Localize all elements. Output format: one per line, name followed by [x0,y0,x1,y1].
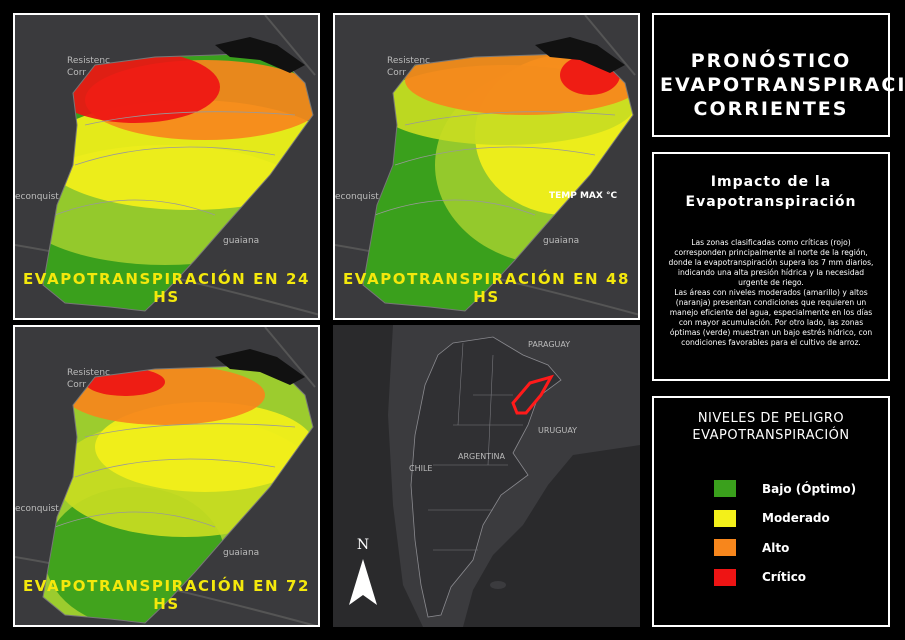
paraguay-river [215,37,305,73]
impact-paragraph: Las zonas clasificadas como críticas (ro… [668,238,874,287]
map-panel: Resistenc Corr econquist guaiana EVAPOTRANSP… [13,13,320,320]
place-label: Resistenc [67,368,110,378]
impact-paragraph: Las áreas con niveles moderados (amarill… [669,288,873,347]
legend-swatch [714,480,736,498]
title: PRONÓSTICO EVAPOTRANSPIRACIÓN CORRIENTES [652,13,905,137]
place-label: Corr [67,380,86,390]
legend-label: Moderado [762,511,830,526]
contours [54,111,296,216]
legend-swatch [714,539,736,557]
place-label: econquist [335,192,379,202]
place-label: econquist [15,192,59,202]
legend-item: Alto [654,533,888,563]
legend-items: Bajo (Óptimo) Moderado Alto Crítico [654,474,888,592]
legend-label: Alto [762,540,790,555]
place-label: guaiana [223,236,259,246]
impact-heading: Impacto de la Evapotranspiración [685,174,857,210]
place-label: Resistenc [387,56,430,66]
locator-svg: PARAGUAY URUGUAY ARGENTINA CHILE N [349,325,640,627]
locator-map: PARAGUAY URUGUAY ARGENTINA CHILE N [333,325,640,627]
legend-item: Bajo (Óptimo) [654,474,888,504]
legend-swatch [714,568,736,586]
contours [54,423,296,528]
place-label: Corr [387,68,406,78]
place-label: econquist [15,504,59,514]
impact-box: Impacto de la Evapotranspiración Las zon… [652,152,890,381]
paraguay-river [535,37,625,73]
country-label: CHILE [409,464,432,473]
country-label: URUGUAY [538,426,577,435]
country-label: PARAGUAY [528,340,570,349]
annotation: TEMP MAX °C [549,191,617,201]
corrientes-outline [511,374,555,415]
north-label: N [357,537,369,553]
legend-label: Bajo (Óptimo) [762,481,857,496]
panel-map: ResistencCorreconquistguaianaRivera [15,327,317,625]
place-label: Resistenc [67,56,110,66]
zone [50,53,220,123]
panel-caption: EVAPOTRANSPIRACIÓN EN 24 HS [22,270,311,306]
argentina [410,336,562,618]
place-label: guaiana [223,548,259,558]
panel-caption: EVAPOTRANSPIRACIÓN EN 72 HS [22,577,311,613]
contours [374,111,616,216]
legend: NIVELES DE PELIGRO EVAPOTRANSPIRACIÓN Ba… [652,396,890,627]
legend-title: NIVELES DE PELIGRO EVAPOTRANSPIRACIÓN [692,411,850,443]
country-label: ARGENTINA [458,452,506,461]
islands [490,581,506,589]
panel-map: ResistencCorreconquistguaianaRiveraTEMP … [335,15,638,316]
place-label: Corr [67,68,86,78]
panel-map: Resistenc Corr econquist guaiana [15,15,318,316]
province-borders [428,342,523,551]
map-panel: ResistencCorreconquistguaianaRiveraTEMP … [333,13,640,320]
legend-item: Moderado [654,504,888,534]
legend-swatch [714,509,736,527]
panel-caption: EVAPOTRANSPIRACIÓN EN 48 HS [342,270,631,306]
paraguay-river [215,349,305,385]
place-label: guaiana [543,236,579,246]
map-panel: ResistencCorreconquistguaianaRiveraEVAPO… [13,325,320,627]
legend-item: Crítico [654,563,888,593]
north-arrow [349,559,377,605]
legend-label: Crítico [762,570,807,585]
